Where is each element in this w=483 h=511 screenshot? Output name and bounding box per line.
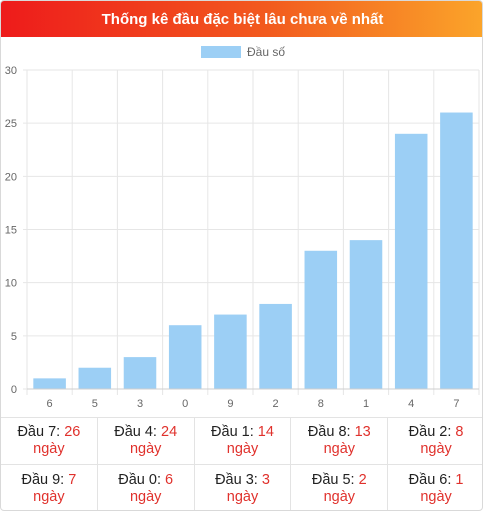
stat-label: Đầu 5: xyxy=(311,471,355,488)
y-tick-label: 10 xyxy=(5,278,17,290)
stat-unit: ngày xyxy=(33,441,65,457)
stat-unit: ngày xyxy=(33,488,65,505)
stats-row: Đầu 7: 26 ngày Đầu 4: 24 ngày Đầu 1: 14 … xyxy=(1,418,482,465)
stat-unit: ngày xyxy=(420,488,452,505)
bar xyxy=(78,367,112,389)
stat-value: 6 xyxy=(165,471,174,488)
stat-unit: ngày xyxy=(323,441,356,457)
stats-row: Đầu 9: 7 ngày Đầu 0: 6 ngày Đầu 3: 3 ngà… xyxy=(1,465,482,510)
bar xyxy=(33,378,66,389)
stat-value: 14 xyxy=(257,424,274,440)
legend-label: Đầu số xyxy=(247,45,285,59)
stat-value: 24 xyxy=(161,424,178,440)
stat-label: Đầu 1: xyxy=(211,424,254,440)
bar-chart: 0 5 10 15 20 25 30 6 5 3 0 9 2 8 1 4 7 Đầu số xyxy=(1,37,482,417)
x-tick-label: 7 xyxy=(453,398,459,410)
stat-label: Đầu 2: xyxy=(408,424,452,440)
stats-cell: Đầu 6: 1 ngày xyxy=(388,465,482,510)
stat-label: Đầu 6: xyxy=(408,471,452,488)
stat-label: Đầu 3: xyxy=(215,471,258,488)
stat-value: 7 xyxy=(68,471,77,488)
x-tick-label: 6 xyxy=(47,398,53,410)
grid xyxy=(23,69,480,395)
stats-cell: Đầu 3: 3 ngày xyxy=(195,465,292,510)
chart-title: Thống kê đầu đặc biệt lâu chưa về nhất xyxy=(1,1,482,37)
y-tick-label: 5 xyxy=(11,331,17,343)
bar xyxy=(214,314,247,389)
bars xyxy=(33,112,473,390)
stats-table: Đầu 7: 26 ngày Đầu 4: 24 ngày Đầu 1: 14 … xyxy=(1,417,482,510)
bar xyxy=(123,357,157,389)
x-tick-label: 2 xyxy=(273,398,279,410)
legend[interactable]: Đầu số xyxy=(201,45,285,59)
bar xyxy=(304,250,338,389)
y-tick-label: 20 xyxy=(5,171,17,183)
stats-cell: Đầu 5: 2 ngày xyxy=(291,465,389,510)
stats-cell: Đầu 9: 7 ngày xyxy=(1,465,98,510)
stats-cell: Đầu 2: 8 ngày xyxy=(388,418,482,464)
x-tick-label: 4 xyxy=(408,398,414,410)
stat-value: 2 xyxy=(358,471,367,488)
stat-value: 1 xyxy=(455,471,464,488)
stat-value: 8 xyxy=(455,424,464,440)
x-tick-label: 0 xyxy=(182,398,188,410)
stat-value: 26 xyxy=(64,424,81,440)
y-tick-label: 0 xyxy=(11,384,17,396)
stat-unit: ngày xyxy=(129,488,162,505)
stat-label: Đầu 9: xyxy=(21,471,65,488)
y-tick-label: 30 xyxy=(5,65,17,77)
stat-unit: ngày xyxy=(420,441,452,457)
stat-label: Đầu 0: xyxy=(118,471,161,488)
stat-label: Đầu 4: xyxy=(114,424,157,440)
bar xyxy=(440,112,473,390)
bar xyxy=(349,240,383,389)
stat-unit: ngày xyxy=(226,488,259,505)
x-tick-label: 3 xyxy=(137,398,143,410)
stat-label: Đầu 7: xyxy=(17,424,61,440)
y-tick-label: 25 xyxy=(5,118,17,130)
stat-unit: ngày xyxy=(129,441,162,457)
y-tick-label: 15 xyxy=(5,225,17,237)
bar xyxy=(259,303,292,389)
legend-swatch xyxy=(201,46,241,58)
x-tick-label: 9 xyxy=(227,398,233,410)
stat-value: 3 xyxy=(261,471,270,488)
stats-cell: Đầu 0: 6 ngày xyxy=(98,465,195,510)
x-tick-label: 8 xyxy=(318,398,324,410)
stats-cell: Đầu 1: 14 ngày xyxy=(195,418,292,464)
bar xyxy=(168,325,202,389)
stat-value: 13 xyxy=(354,424,371,440)
x-tick-label: 5 xyxy=(92,398,98,410)
stat-unit: ngày xyxy=(323,488,356,505)
stats-cell: Đầu 8: 13 ngày xyxy=(291,418,389,464)
stat-label: Đầu 8: xyxy=(307,424,351,440)
stats-cell: Đầu 4: 24 ngày xyxy=(98,418,195,464)
stats-cell: Đầu 7: 26 ngày xyxy=(1,418,98,464)
bar xyxy=(394,133,428,389)
x-tick-label: 1 xyxy=(363,398,369,410)
stat-unit: ngày xyxy=(226,441,259,457)
